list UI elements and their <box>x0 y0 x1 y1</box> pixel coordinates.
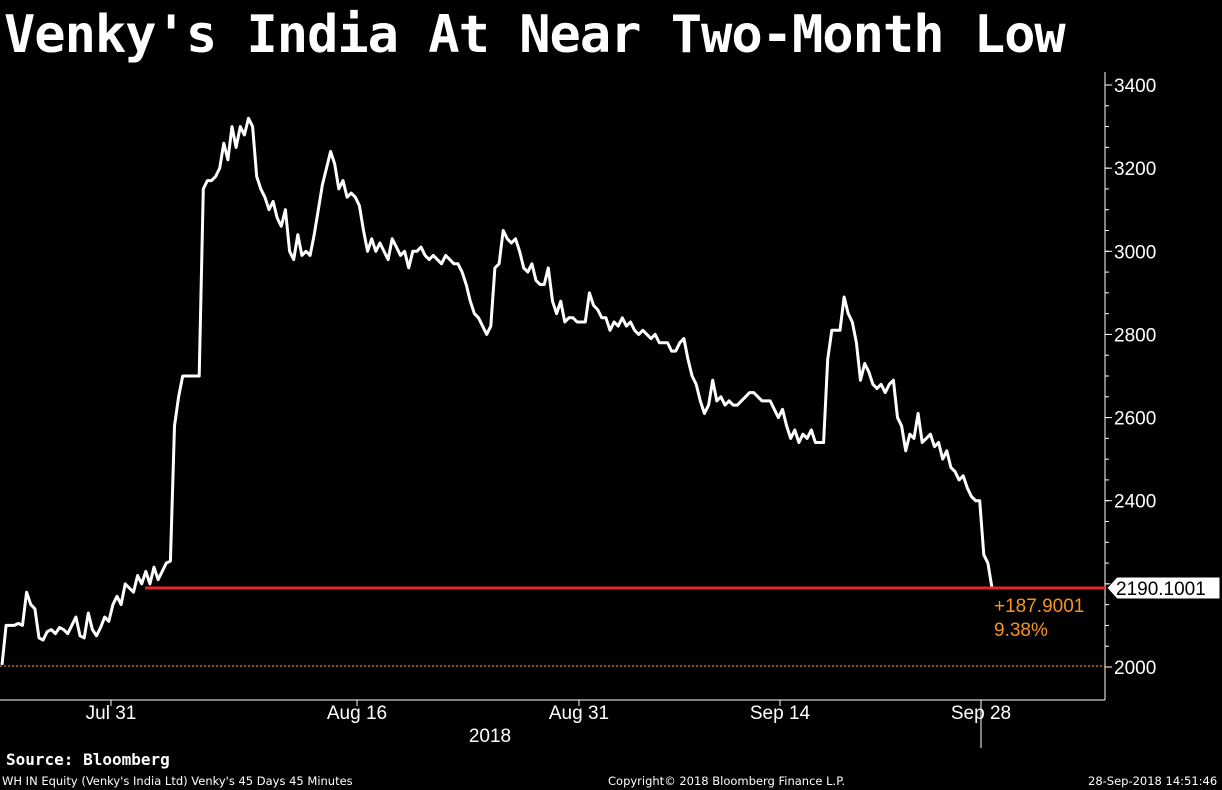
y-tick-label: 2400 <box>1114 492 1156 513</box>
y-tick-label: 2600 <box>1114 409 1156 430</box>
y-tick-label: 2000 <box>1114 658 1156 679</box>
y-tick-label: 3000 <box>1114 242 1156 263</box>
footer-copyright: Copyright© 2018 Bloomberg Finance L.P. <box>608 774 845 788</box>
x-tick-label: Aug 16 <box>327 703 387 724</box>
source-label: Source: Bloomberg <box>6 750 170 769</box>
footer-security-info: WH IN Equity (Venky's India Ltd) Venky's… <box>2 774 353 788</box>
last-value-label: 2190.1001 <box>1116 579 1206 600</box>
x-year-label: 2018 <box>469 726 511 747</box>
last-value-tag <box>1106 576 1221 600</box>
change-pct-annotation: 9.38% <box>994 620 1048 641</box>
y-tick-label: 3200 <box>1114 159 1156 180</box>
change-annotation: +187.9001 <box>994 596 1084 617</box>
x-tick-label: Jul 31 <box>86 703 137 724</box>
x-tick-label: Aug 31 <box>549 703 609 724</box>
footer-timestamp: 28-Sep-2018 14:51:46 <box>1088 774 1218 788</box>
price-series-line <box>0 116 994 666</box>
x-tick-label: Sep 14 <box>750 703 811 724</box>
y-tick-label: 3400 <box>1114 76 1156 97</box>
chart-title: Venky's India At Near Two-Month Low <box>4 5 1066 65</box>
y-tick-label: 2800 <box>1114 325 1156 346</box>
plot-area: 2000 2400 2600 2800 3000 3200 3400 Jul 31 Aug 16… <box>0 72 1221 748</box>
